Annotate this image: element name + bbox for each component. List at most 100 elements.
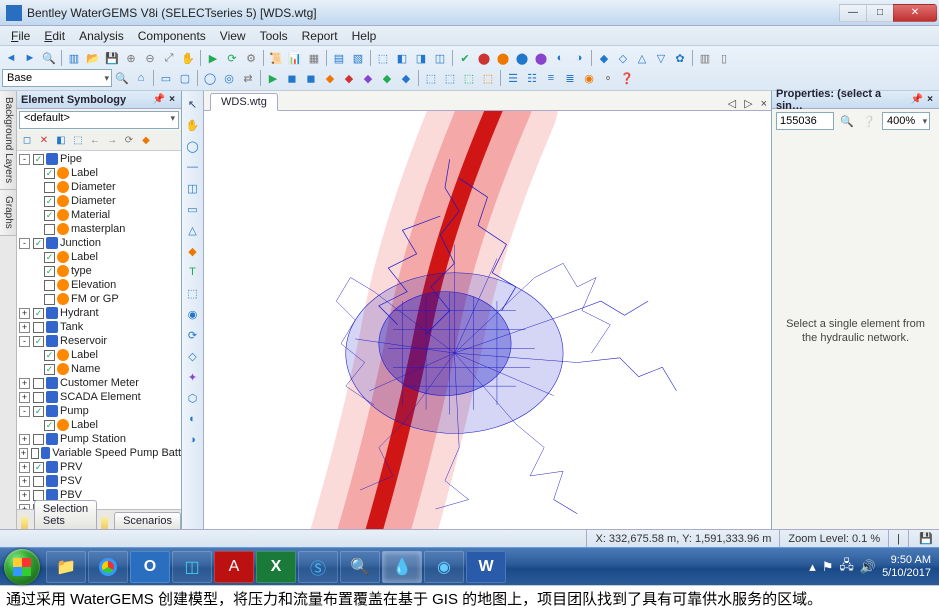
tb-grid-icon[interactable]: ▤ bbox=[330, 49, 348, 67]
tb-p-icon[interactable]: ✿ bbox=[671, 49, 689, 67]
tb-j-icon[interactable]: ◐ bbox=[551, 49, 569, 67]
tb-cog-icon[interactable]: ⚙ bbox=[242, 49, 260, 67]
sym-pin-icon[interactable]: 📌 bbox=[151, 94, 167, 105]
sym-tb-d[interactable]: → bbox=[104, 133, 120, 149]
tb-r-icon[interactable]: ▯ bbox=[715, 49, 733, 67]
tb-m-icon[interactable]: ◇ bbox=[614, 49, 632, 67]
sym-tb-f[interactable]: ◆ bbox=[138, 133, 154, 149]
tree-item[interactable]: ✓Name bbox=[17, 362, 181, 376]
tb2-m[interactable]: ◆ bbox=[359, 69, 377, 87]
tb2-r[interactable]: ⬚ bbox=[460, 69, 478, 87]
tb2-t[interactable]: ☰ bbox=[504, 69, 522, 87]
tray-vol-icon[interactable]: 🔊 bbox=[860, 559, 876, 575]
tree-item[interactable]: ✓type bbox=[17, 264, 181, 278]
tree-item[interactable]: +Customer Meter bbox=[17, 376, 181, 390]
tree-item[interactable]: Diameter bbox=[17, 180, 181, 194]
tb-h-icon[interactable]: ⬤ bbox=[513, 49, 531, 67]
menu-file[interactable]: File bbox=[4, 27, 37, 45]
tb2-h[interactable]: ▶ bbox=[264, 69, 282, 87]
tray-net-icon[interactable]: 🖧 bbox=[839, 556, 854, 578]
vt-j[interactable]: ⟳ bbox=[184, 326, 202, 344]
props-id-input[interactable] bbox=[776, 112, 834, 130]
tree-item[interactable]: ✓Label bbox=[17, 250, 181, 264]
task-skype[interactable]: Ⓢ bbox=[298, 551, 338, 583]
vt-select-icon[interactable]: ↖ bbox=[184, 95, 202, 113]
vt-i[interactable]: ◉ bbox=[184, 305, 202, 323]
vt-b[interactable]: — bbox=[184, 158, 202, 176]
sym-close-icon[interactable]: × bbox=[167, 94, 177, 105]
tree-item[interactable]: +Variable Speed Pump Batt bbox=[17, 446, 181, 460]
tb2-v[interactable]: ≡ bbox=[542, 69, 560, 87]
tree-item[interactable]: +SCADA Element bbox=[17, 390, 181, 404]
tb2-p[interactable]: ⬚ bbox=[422, 69, 440, 87]
tab-scenarios[interactable]: Scenarios bbox=[114, 512, 181, 529]
sym-tb-del[interactable]: ✕ bbox=[36, 133, 52, 149]
task-adobe[interactable]: A bbox=[214, 551, 254, 583]
tb-c-icon[interactable]: ◨ bbox=[412, 49, 430, 67]
tb-table-icon[interactable]: ▦ bbox=[305, 49, 323, 67]
tree-item[interactable]: ✓Label bbox=[17, 166, 181, 180]
sym-preset-combo[interactable]: <default> bbox=[19, 111, 179, 129]
tree-item[interactable]: -✓Pump bbox=[17, 404, 181, 418]
tb2-j[interactable]: ◼ bbox=[302, 69, 320, 87]
tb-a-icon[interactable]: ⬚ bbox=[374, 49, 392, 67]
task-explorer[interactable]: 📁 bbox=[46, 551, 86, 583]
tb-script-icon[interactable]: 📜 bbox=[267, 49, 285, 67]
tb2-f[interactable]: ◎ bbox=[220, 69, 238, 87]
tb2-i[interactable]: ◼ bbox=[283, 69, 301, 87]
tb-n-icon[interactable]: △ bbox=[633, 49, 651, 67]
tree-item[interactable]: +Tank bbox=[17, 320, 181, 334]
props-help-icon[interactable]: ❔ bbox=[860, 112, 878, 130]
vt-m[interactable]: ⬡ bbox=[184, 389, 202, 407]
props-search-icon[interactable]: 🔍 bbox=[838, 112, 856, 130]
tb-open-icon[interactable]: 📂 bbox=[84, 49, 102, 67]
tb2-u[interactable]: ☷ bbox=[523, 69, 541, 87]
tb-k-icon[interactable]: ◑ bbox=[570, 49, 588, 67]
vt-h[interactable]: ⬚ bbox=[184, 284, 202, 302]
vt-pan-icon[interactable]: ✋ bbox=[184, 116, 202, 134]
task-outlook[interactable]: O bbox=[130, 551, 170, 583]
task-excel[interactable]: X bbox=[256, 551, 296, 583]
tb-run-icon[interactable]: ▶ bbox=[204, 49, 222, 67]
canvas-nav-prev[interactable]: ◁ bbox=[724, 97, 740, 110]
tree-item[interactable]: +✓PRV bbox=[17, 460, 181, 474]
vt-n[interactable]: ◐ bbox=[184, 410, 202, 428]
props-zoom-combo[interactable]: 400% bbox=[882, 112, 930, 130]
props-close-icon[interactable]: × bbox=[925, 94, 935, 105]
menu-view[interactable]: View bbox=[213, 27, 253, 45]
menu-edit[interactable]: Edit bbox=[37, 27, 72, 45]
sym-tb-b[interactable]: ⬚ bbox=[70, 133, 86, 149]
tree-item[interactable]: -✓Pipe bbox=[17, 152, 181, 166]
tree-item[interactable]: masterplan bbox=[17, 222, 181, 236]
map-canvas[interactable] bbox=[204, 111, 771, 529]
tb-save-icon[interactable]: 💾 bbox=[103, 49, 121, 67]
tb-d-icon[interactable]: ◫ bbox=[431, 49, 449, 67]
tb2-a[interactable]: 🔍 bbox=[113, 69, 131, 87]
tb2-l[interactable]: ◆ bbox=[340, 69, 358, 87]
menu-report[interactable]: Report bbox=[295, 27, 345, 45]
tb2-e[interactable]: ◯ bbox=[201, 69, 219, 87]
vt-l[interactable]: ✦ bbox=[184, 368, 202, 386]
tb-run2-icon[interactable]: ⟳ bbox=[223, 49, 241, 67]
props-pin-icon[interactable]: 📌 bbox=[909, 94, 925, 105]
task-word[interactable]: W bbox=[466, 551, 506, 583]
task-magnify[interactable]: 🔍 bbox=[340, 551, 380, 583]
tb-g-icon[interactable]: ⬤ bbox=[494, 49, 512, 67]
status-disk-icon[interactable]: 💾 bbox=[917, 530, 935, 548]
sym-tb-c[interactable]: ← bbox=[87, 133, 103, 149]
menu-tools[interactable]: Tools bbox=[253, 27, 295, 45]
tb-q-icon[interactable]: ▥ bbox=[696, 49, 714, 67]
tree-item[interactable]: -✓Junction bbox=[17, 236, 181, 250]
tb-b-icon[interactable]: ◧ bbox=[393, 49, 411, 67]
tb-chart-icon[interactable]: 📊 bbox=[286, 49, 304, 67]
menu-help[interactable]: Help bbox=[345, 27, 384, 45]
sidetab-bg-layers[interactable]: Background Layers bbox=[0, 91, 16, 190]
tab-wds[interactable]: WDS.wtg bbox=[210, 93, 278, 111]
tb2-c[interactable]: ▭ bbox=[157, 69, 175, 87]
menu-analysis[interactable]: Analysis bbox=[72, 27, 131, 45]
tb-o-icon[interactable]: ▽ bbox=[652, 49, 670, 67]
tray-up-icon[interactable]: ▴ bbox=[809, 559, 816, 575]
minimize-button[interactable]: — bbox=[839, 4, 867, 22]
tb2-n[interactable]: ◆ bbox=[378, 69, 396, 87]
tb2-y[interactable]: ⚬ bbox=[599, 69, 617, 87]
